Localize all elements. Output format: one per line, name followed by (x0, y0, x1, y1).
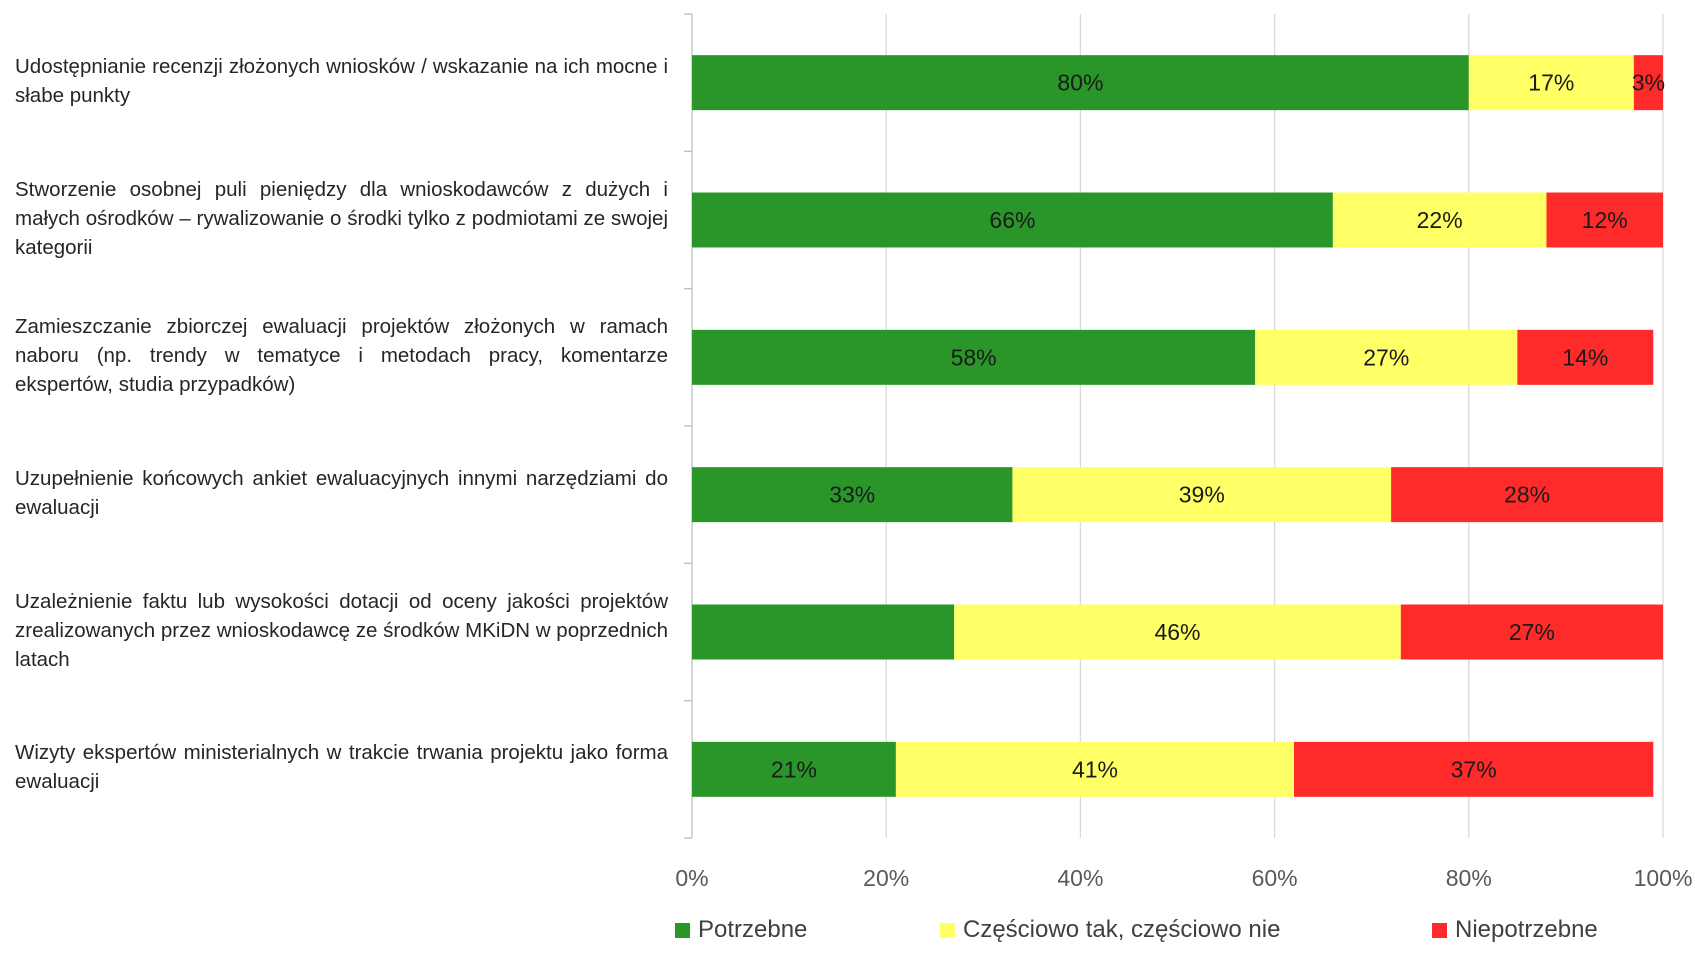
category-label: Uzupełnienie końcowych ankiet ewaluacyjn… (15, 466, 668, 519)
bar-segment (1633, 55, 1663, 111)
bar-segment (692, 329, 1256, 385)
data-label: 27% (1509, 619, 1555, 645)
bar-segment (692, 192, 1333, 248)
data-label: 28% (1504, 482, 1550, 508)
data-label: 80% (1057, 70, 1103, 96)
legend-label-potrzebne: Potrzebne (698, 916, 808, 943)
data-label: 3% (1632, 70, 1665, 96)
bar-segment (954, 604, 1401, 660)
bar-segment (1517, 329, 1654, 385)
legend-label-czesciowo: Częściowo tak, częściowo nie (963, 916, 1281, 943)
bar-segment (1468, 55, 1634, 111)
data-label: 14% (1562, 344, 1608, 370)
data-label: 22% (1417, 207, 1463, 233)
legend-swatch-potrzebne (675, 922, 690, 938)
bar-segment (1255, 329, 1518, 385)
data-label: 66% (989, 207, 1035, 233)
bar-segment (692, 741, 896, 797)
bar-segment (1546, 192, 1663, 248)
category-label: Zamieszczanie zbiorczej ewaluacji projek… (15, 314, 668, 396)
data-label: 46% (1154, 619, 1200, 645)
bar-segment (895, 741, 1295, 797)
data-label: 41% (1072, 756, 1118, 782)
category-label: Uzależnienie faktu lub wysokości dotacji… (15, 589, 668, 671)
legend-item-niepotrzebne: Niepotrzebne (1432, 915, 1598, 945)
data-label: 27% (1363, 344, 1409, 370)
legend-label-niepotrzebne: Niepotrzebne (1455, 916, 1598, 943)
legend-swatch-niepotrzebne (1432, 922, 1447, 938)
bar-segment (692, 55, 1469, 111)
x-tick-label: 60% (1252, 865, 1298, 891)
data-label: 39% (1179, 482, 1225, 508)
bar-segment (1332, 192, 1547, 248)
bar-segment (692, 467, 1013, 523)
data-label: 58% (951, 344, 997, 370)
x-tick-label: 40% (1057, 865, 1103, 891)
bar-segment (1400, 604, 1663, 660)
bar-segment (1012, 467, 1392, 523)
category-label: Udostępnianie recenzji złożonych wnioskó… (15, 54, 668, 107)
legend-swatch-czesciowo (940, 922, 955, 938)
x-tick-label: 80% (1446, 865, 1492, 891)
bar-segment (1391, 467, 1663, 523)
data-label: 21% (771, 756, 817, 782)
x-tick-label: 0% (675, 865, 708, 891)
bar-segment (692, 604, 955, 660)
legend-item-czesciowo: Częściowo tak, częściowo nie (940, 915, 1280, 945)
data-label: 17% (1528, 70, 1574, 96)
data-label: 37% (1451, 756, 1497, 782)
legend-item-potrzebne: Potrzebne (675, 915, 807, 945)
x-tick-label: 20% (863, 865, 909, 891)
category-label: Stworzenie osobnej puli pieniędzy dla wn… (15, 177, 668, 259)
bar-segment (1294, 741, 1654, 797)
data-label: 12% (1582, 207, 1628, 233)
category-label: Wizyty ekspertów ministerialnych w trakc… (15, 741, 668, 794)
data-label: 33% (829, 482, 875, 508)
x-tick-label: 100% (1634, 865, 1693, 891)
